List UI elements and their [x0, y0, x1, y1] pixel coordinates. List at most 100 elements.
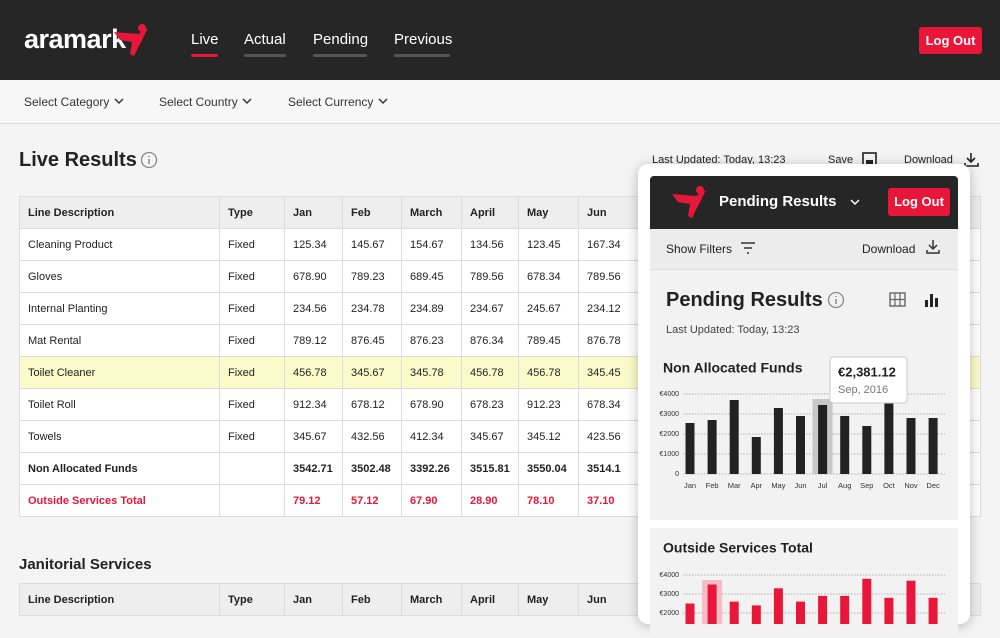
table-cell: Fixed [219, 324, 285, 357]
table-cell: Fixed [219, 420, 285, 453]
nav-underline [394, 54, 450, 57]
table-cell: 3392.26 [401, 452, 462, 485]
bar [685, 603, 695, 624]
bar [862, 426, 872, 474]
bar [928, 418, 938, 474]
table-cell: 79.12 [284, 484, 343, 517]
table-cell [219, 452, 285, 485]
table-cell: 345.12 [518, 420, 579, 453]
mobile-header: Pending Results Log Out [650, 176, 958, 229]
bar [751, 437, 761, 474]
x-tick-label: Oct [883, 481, 896, 490]
bar [773, 408, 783, 474]
table-cell: 3515.81 [461, 452, 519, 485]
tooltip-box [829, 356, 908, 404]
mobile-panel: Pending Results Log Out Show Filters Dow… [638, 164, 970, 638]
mobile-heading: Pending Results [666, 289, 823, 311]
filter-icon [741, 242, 755, 254]
table-cell: 789.56 [461, 260, 519, 293]
nav-tab[interactable]: Actual [244, 31, 286, 48]
logout-button[interactable]: Log Out [919, 27, 982, 54]
table-cell: Non Allocated Funds [19, 452, 220, 485]
table-cell: 789.45 [518, 324, 579, 357]
bar [818, 595, 828, 624]
chevron [378, 98, 388, 105]
bar [707, 420, 717, 474]
table-cell: 3502.48 [342, 452, 402, 485]
table-cell: 57.12 [342, 484, 402, 517]
x-tick-label: Jun [794, 481, 806, 490]
filter-dropdown[interactable]: Select Country [159, 95, 253, 109]
nav-tab[interactable]: Live [191, 31, 219, 48]
info-icon[interactable] [827, 291, 845, 309]
filter-label: Select Category [24, 95, 110, 109]
table-cell: 912.34 [284, 388, 343, 421]
logout-button[interactable]: Log Out [888, 188, 950, 216]
logo-figure [114, 24, 148, 56]
bar [840, 595, 850, 624]
mobile-title[interactable]: Pending Results [719, 193, 837, 210]
last-updated: Last Updated: Today, 13:23 [652, 154, 786, 166]
chart-view-icon[interactable] [924, 292, 940, 308]
column-header: March [401, 196, 462, 229]
bar [796, 416, 805, 474]
page: Live Results {"header":{"logo":"aramark"… [0, 0, 1000, 624]
table-cell: 145.67 [342, 228, 402, 261]
x-tick-label: Dec [926, 481, 940, 490]
nav-tab[interactable]: Pending [313, 31, 369, 48]
filter-bar [0, 80, 1000, 124]
table-cell: Fixed [219, 292, 285, 325]
x-tick-label: Sep [860, 481, 873, 490]
table-cell: Towels [19, 420, 220, 453]
x-tick-label: Jan [684, 481, 696, 490]
download-button[interactable]: Download [862, 242, 916, 256]
x-tick-label: Feb [706, 481, 719, 490]
filter-dropdown[interactable]: Select Category [24, 95, 125, 109]
y-tick-label: €2000 [660, 610, 680, 617]
info-icon[interactable] [140, 151, 158, 169]
bar [773, 588, 783, 624]
download-button[interactable]: Download [904, 154, 953, 166]
tooltip-label: Sep, 2016 [838, 384, 888, 396]
bar [685, 423, 695, 474]
table-cell: 245.67 [518, 292, 579, 325]
y-tick-label: €3000 [660, 591, 680, 598]
table-cell: Cleaning Product [19, 228, 220, 261]
save-button[interactable]: Save [828, 154, 854, 166]
filter-dropdown[interactable]: Select Currency [288, 95, 389, 109]
table-cell: Fixed [219, 228, 285, 261]
table-cell: Fixed [219, 260, 285, 293]
column-header: April [461, 196, 519, 229]
logo[interactable]: aramark [24, 24, 126, 54]
table-cell: 876.45 [342, 324, 402, 357]
mobile-toolbar: Show Filters Download [650, 229, 958, 270]
y-tick-label: 0 [675, 471, 679, 478]
y-tick-label: €4000 [660, 572, 680, 579]
table-cell: Fixed [219, 388, 285, 421]
table-cell: 678.12 [342, 388, 402, 421]
table-cell: 678.90 [401, 388, 462, 421]
x-tick-label: Apr [750, 481, 762, 490]
table-cell [219, 484, 285, 517]
table-cell: 67.90 [401, 484, 462, 517]
bar [862, 578, 872, 624]
tooltip-value: €2,381.12 [838, 364, 896, 379]
y-tick-label: €1000 [660, 451, 680, 458]
table-cell: 134.56 [461, 228, 519, 261]
charts: Non Allocated Funds 0 €1000 €2000 €3000 €4000… [660, 356, 945, 624]
screen: aramark Live Actual Pending Previous Log… [0, 0, 1000, 624]
bar [928, 597, 938, 624]
table-cell: 678.34 [518, 260, 579, 293]
bar [840, 416, 850, 474]
show-filters[interactable]: Show Filters [666, 242, 733, 256]
bar [729, 601, 739, 624]
filter-label: Select Currency [288, 95, 374, 109]
bar [751, 605, 761, 624]
table-view-icon[interactable] [889, 292, 907, 308]
table-cell: 28.90 [461, 484, 519, 517]
chart-title: Non Allocated Funds [663, 360, 803, 376]
nav-underline [191, 54, 218, 57]
bar [729, 400, 739, 474]
table-cell: 345.67 [461, 420, 519, 453]
nav-tab[interactable]: Previous [394, 31, 453, 48]
